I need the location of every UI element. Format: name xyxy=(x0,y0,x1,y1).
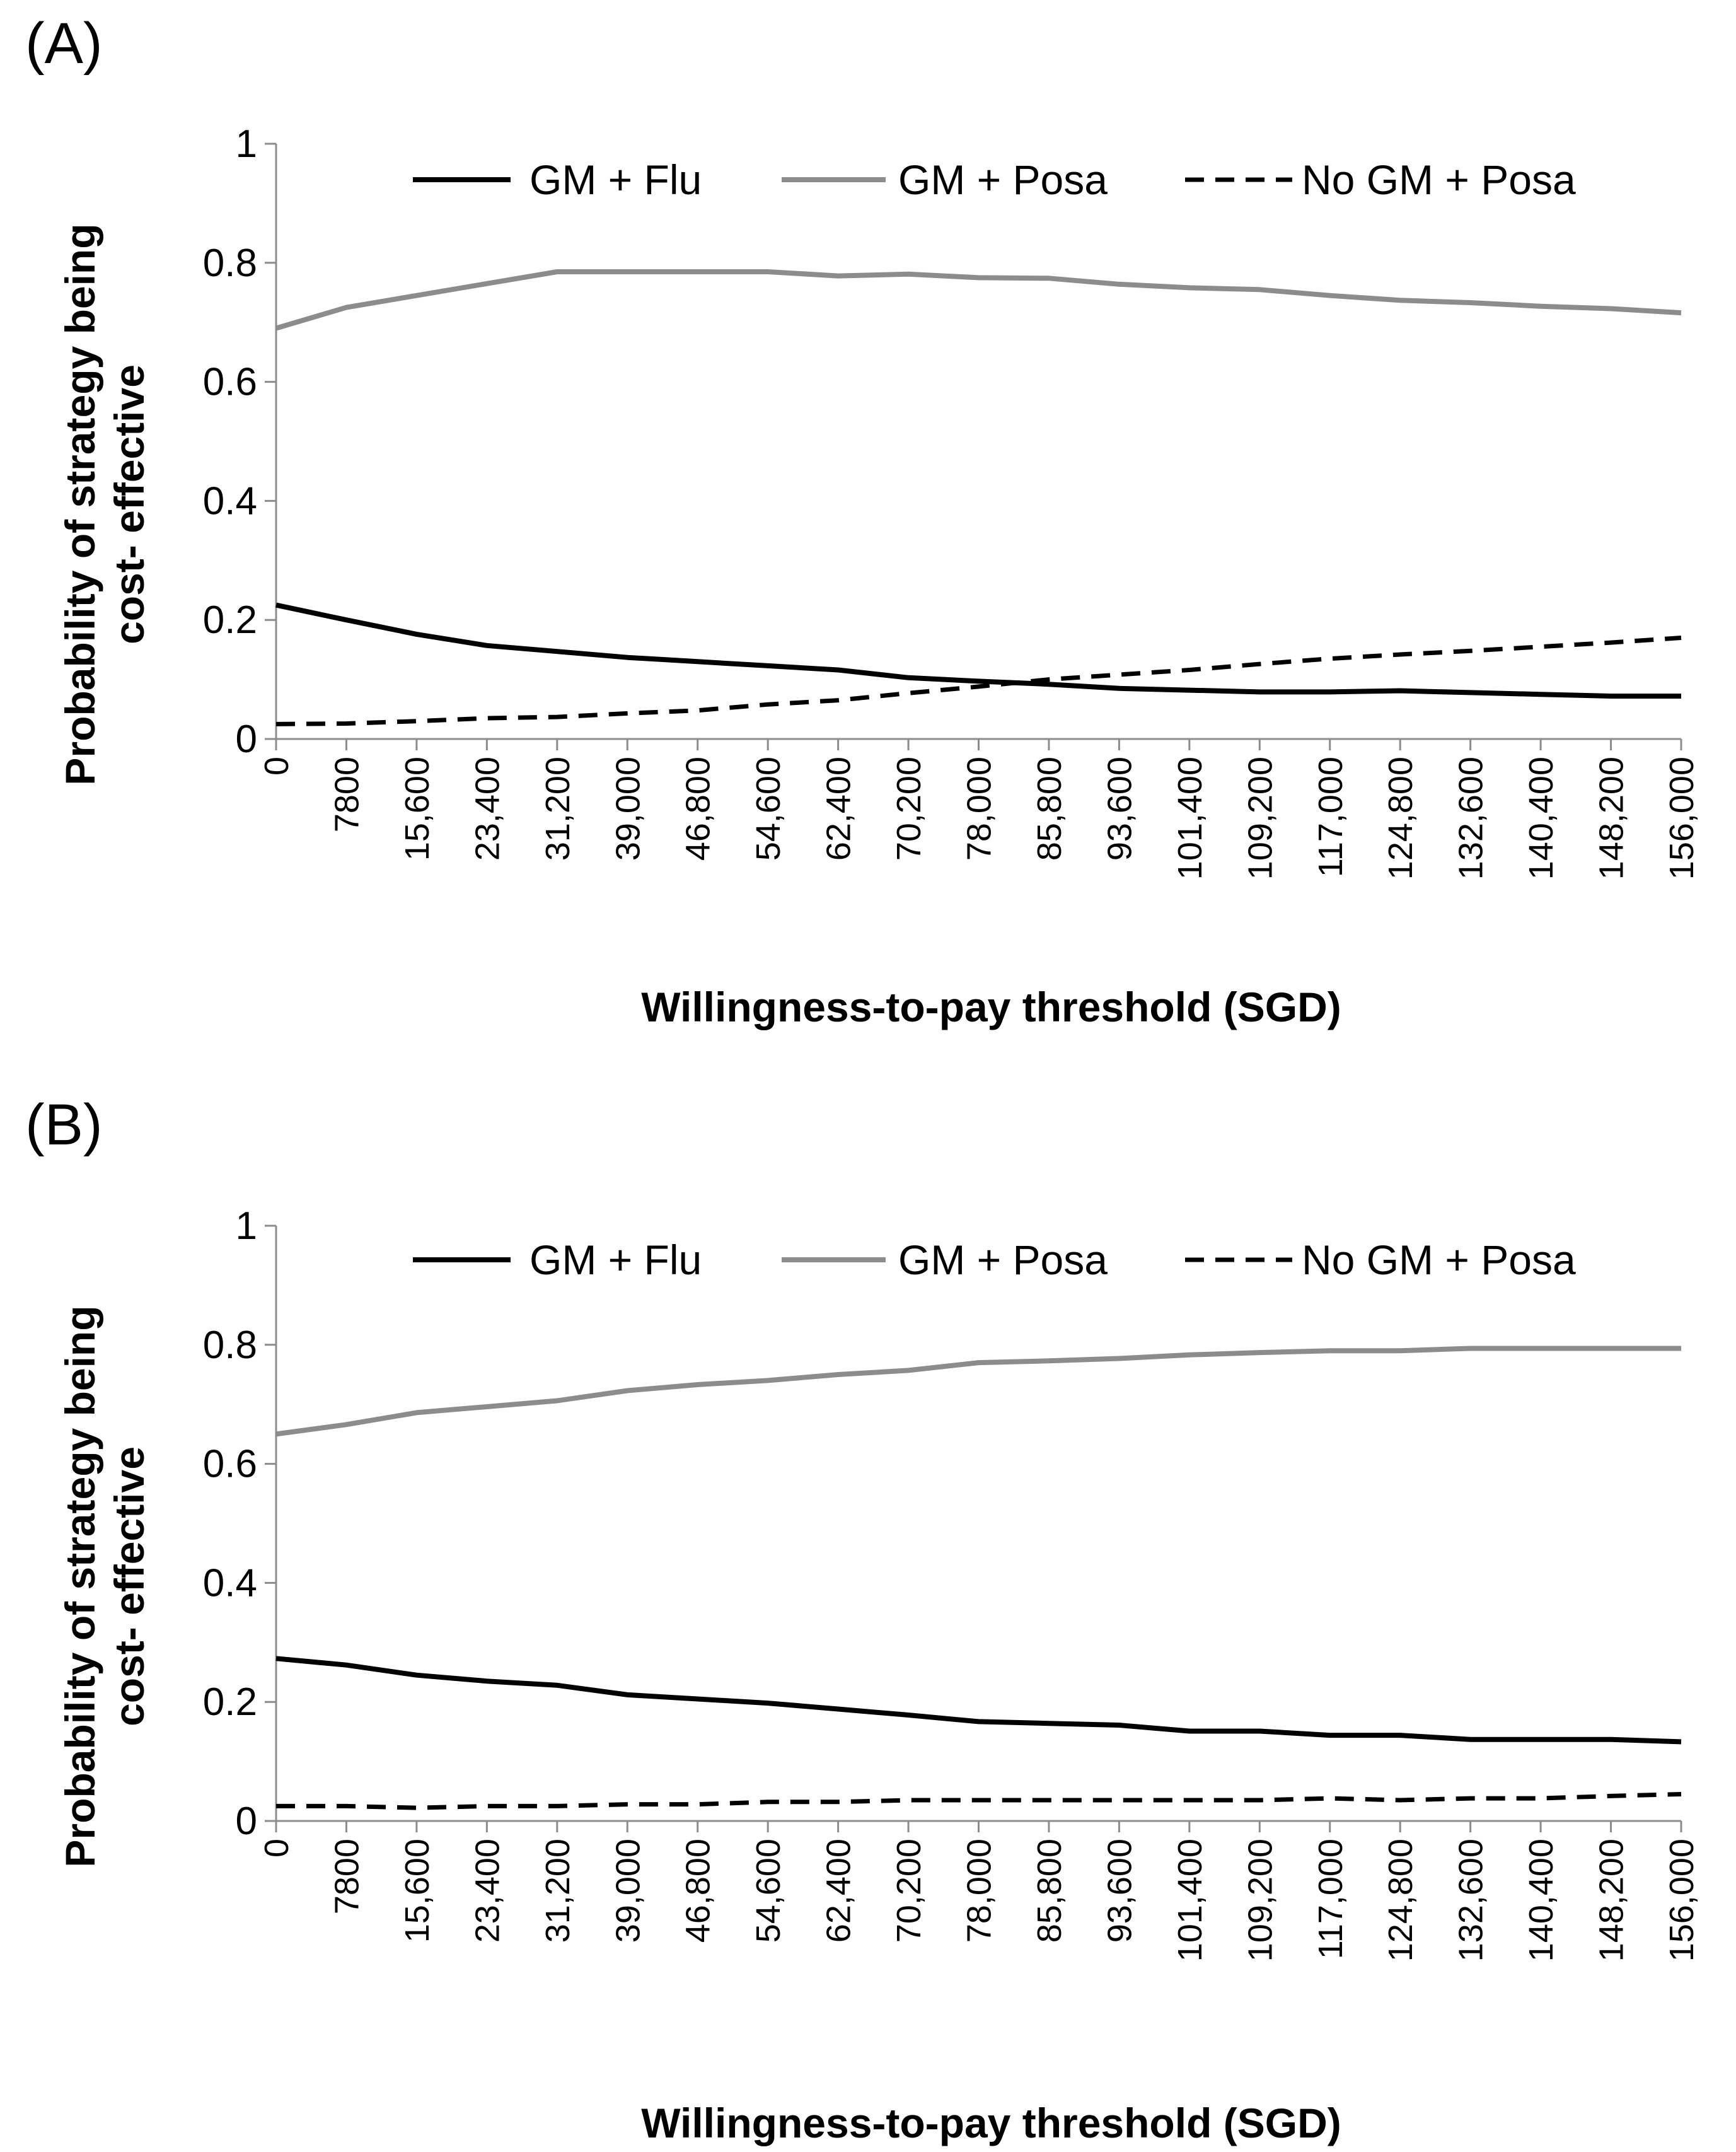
x-tick-label: 62,400 xyxy=(820,1839,858,1943)
legend-label: GM + Posa xyxy=(898,1236,1108,1283)
x-tick-label: 117,000 xyxy=(1312,757,1350,877)
x-tick-label: 140,400 xyxy=(1522,1839,1560,1962)
x-tick-label: 7800 xyxy=(328,757,366,832)
legend-label: No GM + Posa xyxy=(1302,156,1576,203)
x-tick-label: 101,400 xyxy=(1171,757,1209,880)
x-tick-label: 156,000 xyxy=(1663,1839,1701,1962)
y-tick-label: 0.2 xyxy=(203,598,257,642)
x-tick-label: 93,600 xyxy=(1101,1839,1138,1943)
x-tick-label: 7800 xyxy=(328,1839,366,1914)
legend-label: GM + Flu xyxy=(529,1236,702,1283)
y-tick-label: 0.6 xyxy=(203,1443,257,1486)
x-axis-title: Willingness-to-pay threshold (SGD) xyxy=(641,2100,1341,2146)
series-line-gm-flu xyxy=(275,602,1681,699)
x-tick-label: 39,000 xyxy=(609,1839,647,1943)
x-tick-label: 23,400 xyxy=(468,757,506,861)
x-tick-label: 132,600 xyxy=(1452,757,1490,880)
x-tick-label: 0 xyxy=(258,1839,296,1858)
x-tick-label: 78,000 xyxy=(961,757,998,861)
series-line-no-gm-posa xyxy=(276,1792,1682,1810)
y-tick-label: 1 xyxy=(236,122,257,166)
x-tick-label: 148,200 xyxy=(1593,757,1631,880)
x-tick-label: 85,800 xyxy=(1031,757,1068,861)
x-tick-label: 15,600 xyxy=(398,1839,436,1943)
legend-label: No GM + Posa xyxy=(1302,1236,1576,1283)
x-tick-label: 78,000 xyxy=(961,1839,998,1943)
legend-label: GM + Flu xyxy=(529,156,702,203)
x-tick-label: 46,800 xyxy=(680,757,717,861)
x-axis-title: Willingness-to-pay threshold (SGD) xyxy=(641,984,1341,1030)
panel-label: (A) xyxy=(25,11,103,76)
y-tick-label: 0 xyxy=(236,1800,257,1843)
x-tick-label: 70,200 xyxy=(890,757,928,861)
y-tick-label: 1 xyxy=(236,1204,257,1248)
y-tick-label: 0.2 xyxy=(203,1680,257,1724)
x-tick-label: 124,800 xyxy=(1382,1839,1420,1962)
x-tick-label: 109,200 xyxy=(1241,1839,1279,1962)
chart-panel-b: (B) 0 0.2 0.4 0.6 0.8 1 0 7800 15,600 23,400 31,200… xyxy=(25,1093,1701,2146)
x-tick-label: 148,200 xyxy=(1593,1839,1631,1962)
chart-panel-a: (A) 0 0.2 0.4 0.6 0.8 1 0 7800 15,600 23,400 31,200… xyxy=(25,11,1701,1030)
x-tick-label: 156,000 xyxy=(1663,757,1701,880)
series-line-no-gm-posa xyxy=(275,636,1682,726)
y-tick-label: 0.4 xyxy=(203,479,257,523)
x-tick-label: 109,200 xyxy=(1241,757,1279,880)
x-tick-label: 117,000 xyxy=(1312,1839,1350,1959)
y-tick-label: 0.4 xyxy=(203,1561,257,1605)
y-tick-label: 0.8 xyxy=(203,241,257,285)
y-tick-label: 0.6 xyxy=(203,361,257,404)
x-tick-label: 124,800 xyxy=(1382,757,1420,880)
x-tick-label: 93,600 xyxy=(1101,757,1138,861)
x-tick-label: 85,800 xyxy=(1031,1839,1068,1943)
y-tick-label: 0 xyxy=(236,718,257,761)
x-tick-label: 23,400 xyxy=(468,1839,506,1943)
x-tick-label: 39,000 xyxy=(609,757,647,861)
x-tick-label: 54,600 xyxy=(749,1839,787,1943)
legend-label: GM + Posa xyxy=(898,156,1108,203)
y-axis-title: Probability of strategy beingcost- effec… xyxy=(57,1305,153,1867)
x-tick-label: 31,200 xyxy=(539,1839,577,1943)
x-tick-label: 62,400 xyxy=(820,757,858,861)
x-tick-label: 0 xyxy=(258,757,296,776)
series-line-gm-flu xyxy=(275,1656,1682,1745)
x-tick-label: 140,400 xyxy=(1522,757,1560,880)
x-tick-label: 46,800 xyxy=(680,1839,717,1943)
x-tick-label: 101,400 xyxy=(1171,1839,1209,1962)
x-tick-label: 132,600 xyxy=(1452,1839,1490,1962)
x-tick-label: 31,200 xyxy=(539,757,577,861)
panel-label: (B) xyxy=(25,1093,103,1157)
series-line-gm-posa xyxy=(275,269,1682,331)
y-axis-title: Probability of strategy beingcost- effec… xyxy=(57,223,153,785)
series-line-gm-posa xyxy=(275,1346,1681,1437)
y-tick-label: 0.8 xyxy=(203,1323,257,1367)
x-tick-label: 70,200 xyxy=(890,1839,928,1943)
x-tick-label: 54,600 xyxy=(749,757,787,861)
x-tick-label: 15,600 xyxy=(398,757,436,861)
